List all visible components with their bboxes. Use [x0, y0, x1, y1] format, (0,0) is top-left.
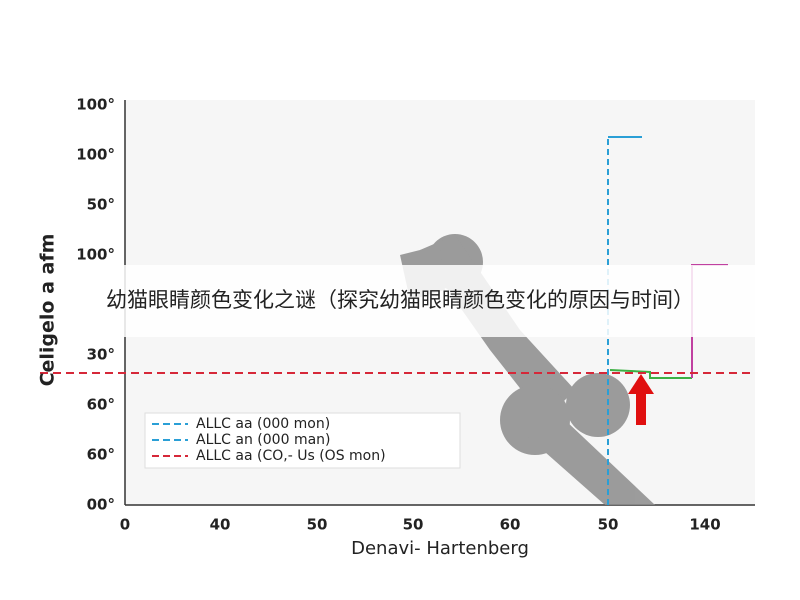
y-tick-label: 100°	[76, 96, 115, 114]
y-tick-label: 100°	[76, 146, 115, 164]
y-tick-label: 100°	[76, 246, 115, 264]
arrow	[628, 374, 654, 425]
banner-band	[0, 265, 800, 337]
y-tick-label: 60°	[87, 396, 115, 414]
y-tick-label: 60°	[87, 446, 115, 464]
y-tick-label: 50°	[87, 196, 115, 214]
legend-label: ALLC an (000 man)	[196, 432, 331, 448]
green-line	[609, 369, 692, 379]
x-tick-label: 50	[307, 516, 328, 534]
legend-box	[144, 412, 461, 469]
x-axis-label: Denavi- Hartenberg	[351, 538, 529, 559]
x-tick-label: 40	[210, 516, 231, 534]
x-tick-label: 50	[403, 516, 424, 534]
legend-label: ALLC aa (000 mon)	[196, 416, 330, 432]
x-tick-label: 50	[598, 516, 619, 534]
y-tick-label: 00°	[87, 496, 115, 514]
legend-label: ALLC aa (CO,- Us (OS mon)	[196, 448, 386, 464]
x-tick-label: 140	[689, 516, 720, 534]
banner-text: 幼猫眼睛颜色变化之谜（探究幼猫眼睛颜色变化的原因与时间）	[106, 288, 694, 312]
y-tick-label: 30°	[87, 346, 115, 364]
x-tick-label: 0	[120, 516, 130, 534]
x-tick-label: 60	[500, 516, 521, 534]
y-axis-label: Celigelo a afm	[37, 234, 59, 387]
